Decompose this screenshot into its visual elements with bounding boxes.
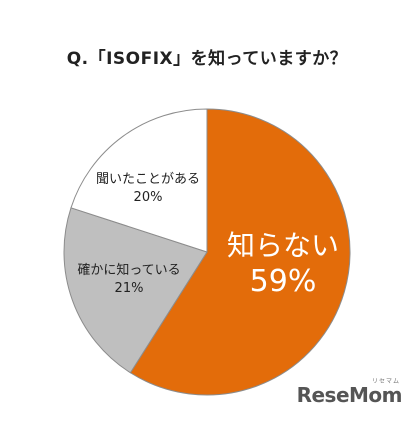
- slice-label-tashikani: 確かに知っている 21%: [64, 262, 194, 297]
- brand-sub: リセマム: [371, 378, 400, 385]
- slice-name-kiitakoto: 聞いたことがある: [95, 172, 200, 187]
- slice-name-tashikani: 確かに知っている: [77, 263, 181, 278]
- brand-name: ReseMom: [296, 383, 403, 407]
- slice-name-shiranai: 知らない: [226, 229, 339, 262]
- slice-percent-kiitakoto: 20%: [133, 189, 163, 205]
- slice-label-kiitakoto: 聞いたことがある 20%: [78, 171, 218, 206]
- slice-percent-shiranai: 59%: [249, 264, 317, 299]
- pie-slice-shiranai: [129, 108, 351, 396]
- pie-slice-kiitakoto: [70, 108, 208, 253]
- brand-logo: ReseMom リセマム: [296, 378, 403, 407]
- slice-percent-tashikani: 21%: [114, 280, 144, 296]
- slice-label-shiranai: 知らない 59%: [218, 228, 348, 301]
- chart-title: Q.「ISOFIX」を知っていますか？: [66, 49, 348, 69]
- pie-slice-tashikani: [63, 207, 208, 374]
